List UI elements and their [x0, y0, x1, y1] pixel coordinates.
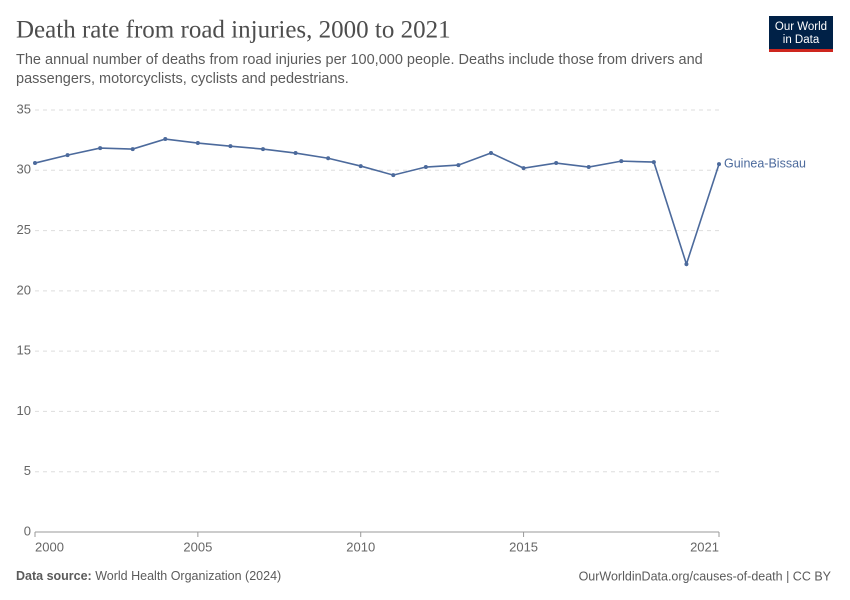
y-tick-label: 25 — [17, 222, 31, 237]
footer-source: Data source: World Health Organization (… — [16, 569, 281, 583]
data-point — [358, 164, 363, 169]
data-point — [684, 262, 689, 267]
subtitle-box: The annual number of deaths from road in… — [16, 52, 703, 87]
data-point — [130, 147, 135, 152]
y-tick-label: 15 — [17, 343, 31, 358]
data-point — [391, 173, 396, 178]
data-point — [326, 156, 331, 161]
data-point — [195, 141, 200, 146]
logo-text: Our World — [775, 21, 827, 33]
data-point — [261, 147, 265, 152]
data-point — [163, 137, 168, 142]
y-tick-label: 0 — [24, 523, 31, 538]
data-point — [98, 146, 103, 151]
y-tick-label: 30 — [17, 162, 31, 177]
data-point — [521, 166, 526, 171]
logo-text: in Data — [783, 34, 820, 46]
y-tick-label: 5 — [24, 463, 31, 478]
series-line — [34, 138, 720, 267]
data-point — [651, 160, 656, 165]
y-tick-label: 35 — [17, 101, 31, 116]
chart-title: Death rate from road injuries, 2000 to 2… — [16, 17, 451, 44]
data-point — [489, 151, 493, 156]
data-point — [619, 159, 624, 164]
data-point — [228, 144, 233, 149]
data-point — [554, 161, 559, 166]
series-label[interactable]: Guinea-Bissau — [724, 156, 806, 170]
logo-bar — [769, 49, 833, 52]
x-tick-label: 2010 — [346, 539, 375, 554]
chart-subtitle: The annual number of deaths from road in… — [16, 52, 703, 87]
x-tick-label: 2005 — [183, 539, 212, 554]
footer-url[interactable]: OurWorldinData.org/causes-of-death | CC … — [579, 569, 832, 583]
data-point — [456, 163, 461, 168]
data-point — [717, 162, 721, 167]
y-tick-label: 10 — [17, 403, 31, 418]
x-tick-label: 2015 — [509, 539, 538, 554]
y-tick-label: 20 — [17, 282, 31, 297]
source-label: Data source: — [16, 569, 92, 583]
logo-bg — [769, 16, 833, 52]
x-tick-label: 2000 — [35, 539, 64, 554]
data-point — [423, 165, 428, 170]
logo[interactable]: Our World in Data — [769, 16, 833, 52]
source-text[interactable]: World Health Organization (2024) — [95, 569, 281, 583]
data-point — [33, 161, 37, 166]
data-point — [293, 151, 298, 156]
data-point — [586, 165, 591, 170]
x-tick-label: 2021 — [690, 539, 719, 554]
data-point — [65, 153, 70, 158]
